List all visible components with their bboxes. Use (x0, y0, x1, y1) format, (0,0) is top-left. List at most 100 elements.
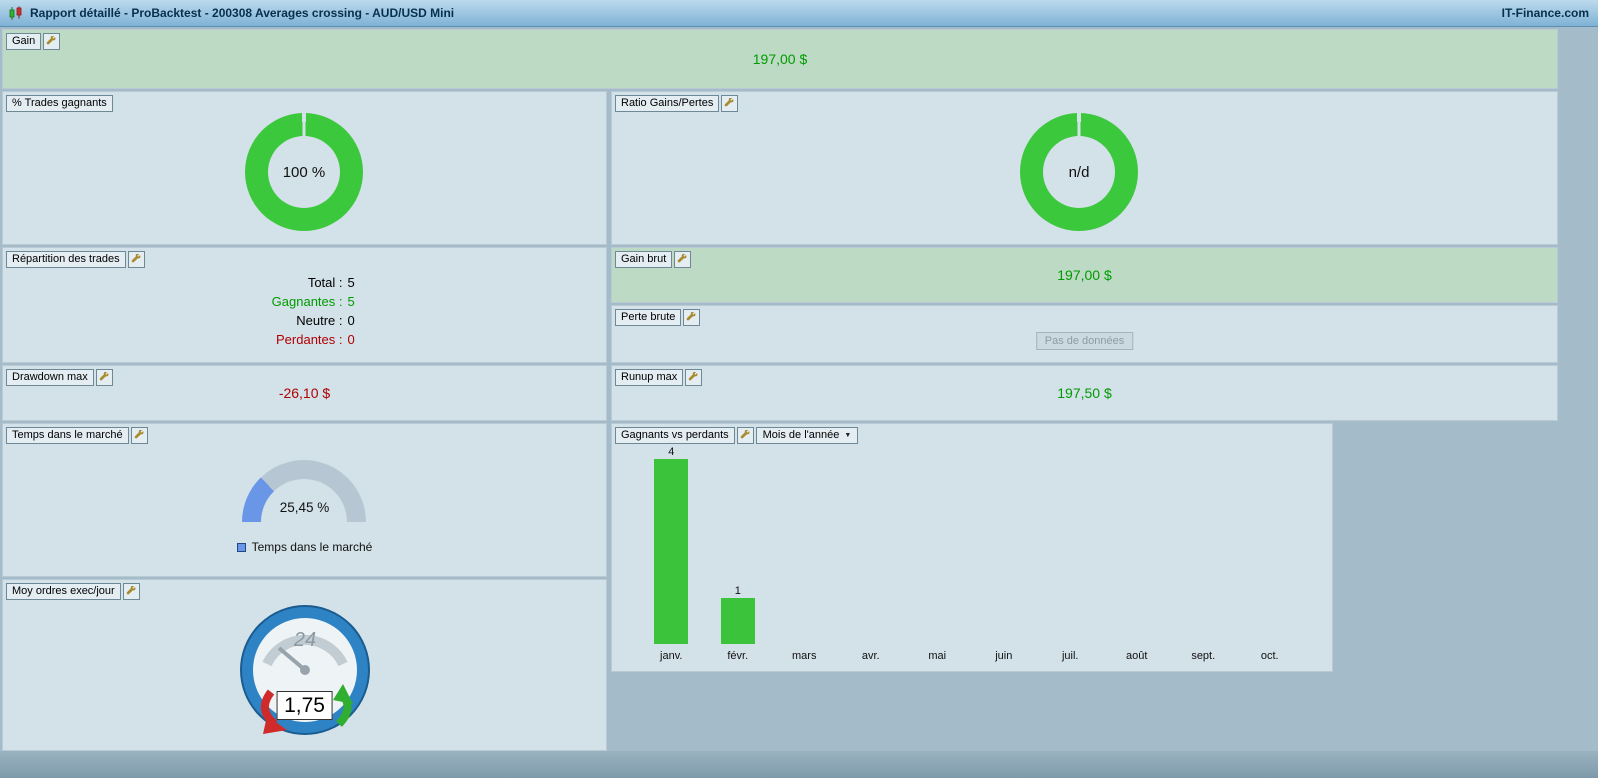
wrench-icon (131, 254, 141, 263)
bottom-margin (0, 751, 1598, 778)
month-label: janv. (660, 650, 683, 662)
gain-loss-ratio-donut-value: n/d (1043, 136, 1115, 208)
max-runup-value: 197,50 $ (1057, 385, 1112, 401)
winning-trades-label: % Trades gagnants (6, 95, 113, 112)
bar-column: juin (971, 644, 1038, 663)
gain-settings-button[interactable] (43, 33, 61, 50)
trade-distribution-settings-button[interactable] (127, 251, 145, 268)
gross-gain-label: Gain brut (615, 251, 673, 268)
time-in-market-legend: Temps dans le marché (3, 540, 606, 554)
period-dropdown-value: Mois de l'année (762, 429, 840, 441)
panel-gain: Gain 197,00 $ (2, 29, 1558, 89)
bar-column: oct. (1237, 644, 1304, 663)
panel-time-in-market-header: Temps dans le marché (6, 427, 148, 444)
trade-distribution-row: Gagnantes :5 (271, 294, 355, 309)
wrench-icon (740, 430, 750, 439)
month-label: sept. (1191, 650, 1216, 662)
max-runup-label: Runup max (615, 369, 684, 386)
wrench-icon (725, 98, 734, 107)
chevron-down-icon: ▼ (844, 432, 852, 439)
bar (654, 459, 689, 644)
trade-distribution-row: Total :5 (307, 275, 355, 290)
panel-winning-trades-pct: % Trades gagnants 100 % (2, 91, 607, 245)
winners-vs-losers-label: Gagnants vs perdants (615, 427, 735, 444)
month-label: août (1126, 650, 1148, 662)
avg-orders-value: 1,75 (276, 691, 333, 720)
bar-column: sept. (1170, 644, 1237, 663)
gross-loss-settings-button[interactable] (683, 309, 701, 326)
gain-label: Gain (6, 33, 42, 50)
gain-loss-ratio-donut-chart: n/d (1020, 113, 1138, 231)
month-label: avr. (861, 650, 880, 662)
panel-gross-gain-header: Gain brut (615, 251, 692, 268)
clock-24-label: 24 (292, 629, 315, 651)
trade-distribution-label: Répartition des trades (6, 251, 126, 268)
bar-column: juil. (1037, 644, 1104, 663)
candlestick-chart-icon (9, 6, 24, 21)
panel-trade-distribution: Répartition des trades Total :5 Gagnantes… (2, 247, 607, 363)
panel-max-runup-header: Runup max (615, 369, 703, 386)
winning-trades-donut-value: 100 % (268, 136, 340, 208)
month-label: oct. (1260, 650, 1279, 662)
trade-distribution-rows: Total :5 Gagnantes :5 Neutre :0 Perdantes :… (3, 273, 606, 349)
trade-distribution-row: Neutre :0 (296, 313, 355, 328)
panel-gain-header: Gain (6, 33, 61, 50)
gross-gain-value: 197,00 $ (1057, 267, 1112, 283)
panel-gross-gain: Gain brut 197,00 $ (611, 247, 1558, 303)
bar-column: mai (904, 644, 971, 663)
legend-swatch-icon (236, 542, 246, 552)
panel-gross-loss: Perte brute Pas de données (611, 305, 1558, 363)
time-in-market-value: 25,45 % (279, 500, 330, 515)
wrench-icon (134, 430, 144, 439)
panel-max-drawdown-header: Drawdown max (6, 369, 113, 386)
bar-column: 4 janv. (638, 446, 705, 663)
month-label: juin (995, 650, 1013, 662)
wrench-icon (99, 372, 109, 381)
panel-winning-trades-header: % Trades gagnants (6, 95, 113, 112)
panel-gain-loss-ratio-header: Ratio Gains/Pertes (615, 95, 739, 112)
wrench-icon (677, 254, 687, 263)
max-drawdown-value: -26,10 $ (278, 385, 331, 401)
panel-max-runup: Runup max 197,50 $ (611, 365, 1558, 421)
wrench-icon (46, 36, 56, 45)
bar-value-label: 1 (734, 585, 741, 597)
title-bar: Rapport détaillé - ProBacktest - 200308 … (0, 0, 1598, 27)
window-title: Rapport détaillé - ProBacktest - 200308 … (30, 6, 455, 20)
gain-loss-ratio-label: Ratio Gains/Pertes (615, 95, 720, 112)
trade-distribution-row: Perdantes :0 (276, 332, 355, 347)
month-label: mars (792, 650, 817, 662)
max-drawdown-label: Drawdown max (6, 369, 94, 386)
brand-text: IT-Finance.com (1501, 6, 1589, 20)
wrench-icon (126, 586, 136, 595)
bar (720, 598, 755, 644)
period-dropdown[interactable]: Mois de l'année ▼ (755, 427, 859, 444)
panel-avg-orders-per-day: Moy ordres exec/jour 24 1,75 (2, 579, 607, 751)
gross-gain-settings-button[interactable] (674, 251, 692, 268)
time-in-market-label: Temps dans le marché (6, 427, 129, 444)
month-label: juil. (1061, 650, 1079, 662)
avg-orders-settings-button[interactable] (122, 583, 140, 600)
panel-time-in-market: Temps dans le marché 25,45 % Temps dans … (2, 423, 607, 577)
month-label: mai (928, 650, 947, 662)
legend-label: Temps dans le marché (251, 540, 373, 554)
bar-column: août (1104, 644, 1171, 663)
time-in-market-settings-button[interactable] (130, 427, 148, 444)
month-label: févr. (727, 650, 749, 662)
gross-loss-label: Perte brute (615, 309, 682, 326)
no-data-badge: Pas de données (1035, 332, 1134, 350)
time-in-market-gauge-wrap (242, 460, 366, 522)
gain-loss-ratio-settings-button[interactable] (721, 95, 739, 112)
bar-column: avr. (838, 644, 905, 663)
wrench-icon (687, 312, 696, 321)
max-drawdown-settings-button[interactable] (95, 369, 113, 386)
panel-gross-loss-header: Perte brute (615, 309, 701, 326)
clock-gauge-icon: 24 1,75 (237, 602, 373, 738)
bar-column: mars (771, 644, 838, 663)
panel-winners-vs-losers: Gagnants vs perdants Mois de l'année ▼ 4… (611, 423, 1333, 672)
max-runup-settings-button[interactable] (685, 369, 703, 386)
winning-trades-donut-chart: 100 % (245, 113, 363, 231)
winners-vs-losers-settings-button[interactable] (736, 427, 754, 444)
panel-trade-distribution-header: Répartition des trades (6, 251, 145, 268)
panel-winners-vs-losers-header: Gagnants vs perdants Mois de l'année ▼ (615, 427, 859, 444)
